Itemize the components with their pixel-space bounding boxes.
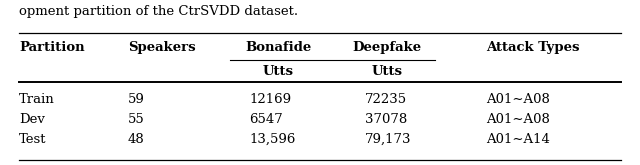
- Text: Partition: Partition: [19, 41, 85, 53]
- Text: 6547: 6547: [250, 113, 284, 126]
- Text: Attack Types: Attack Types: [486, 41, 580, 53]
- Text: Test: Test: [19, 133, 47, 146]
- Text: Utts: Utts: [372, 65, 403, 78]
- Text: 13,596: 13,596: [250, 133, 296, 146]
- Text: 72235: 72235: [365, 93, 407, 106]
- Text: 55: 55: [128, 113, 145, 126]
- Text: 59: 59: [128, 93, 145, 106]
- Text: 79,173: 79,173: [365, 133, 412, 146]
- Text: Dev: Dev: [19, 113, 45, 126]
- Text: Bonafide: Bonafide: [245, 41, 312, 53]
- Text: opment partition of the CtrSVDD dataset.: opment partition of the CtrSVDD dataset.: [19, 5, 298, 18]
- Text: Utts: Utts: [263, 65, 294, 78]
- Text: A01∼A14: A01∼A14: [486, 133, 550, 146]
- Text: 48: 48: [128, 133, 145, 146]
- Text: 12169: 12169: [250, 93, 292, 106]
- Text: Speakers: Speakers: [128, 41, 196, 53]
- Text: A01∼A08: A01∼A08: [486, 113, 550, 126]
- Text: Train: Train: [19, 93, 55, 106]
- Text: Deepfake: Deepfake: [353, 41, 422, 53]
- Text: A01∼A08: A01∼A08: [486, 93, 550, 106]
- Text: 37078: 37078: [365, 113, 407, 126]
